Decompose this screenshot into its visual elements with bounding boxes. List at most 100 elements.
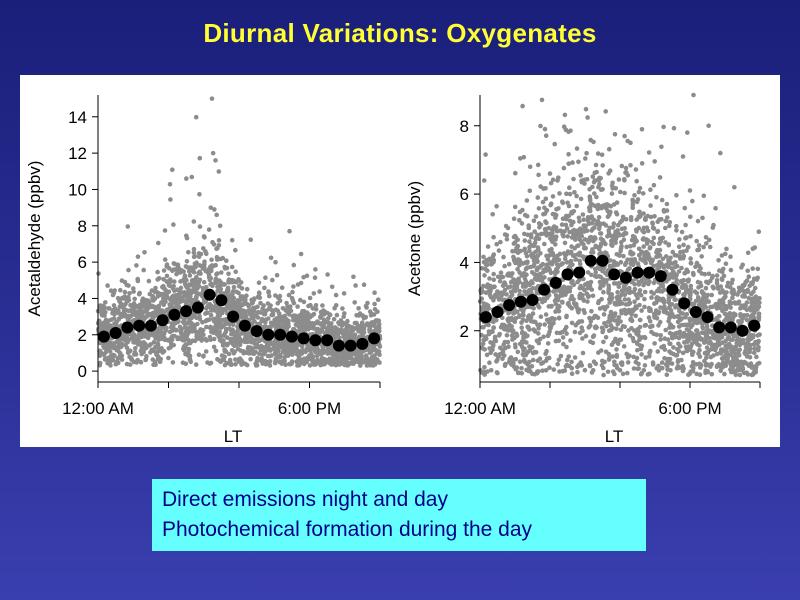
scatter-point <box>358 334 363 340</box>
scatter-point <box>197 317 203 322</box>
scatter-point <box>709 361 714 367</box>
scatter-point <box>320 303 325 308</box>
scatter-point <box>216 169 222 174</box>
scatter-point <box>517 217 522 223</box>
scatter-point <box>257 310 263 315</box>
scatter-point <box>674 277 679 283</box>
scatter-point <box>241 349 246 354</box>
scatter-point <box>565 234 570 239</box>
scatter-point <box>132 312 138 318</box>
scatter-point <box>562 112 568 118</box>
scatter-point <box>545 341 551 346</box>
scatter-point <box>325 272 330 277</box>
scatter-point <box>619 362 625 368</box>
scatter-point <box>715 286 721 291</box>
scatter-point <box>512 233 518 239</box>
scatter-point <box>642 296 647 302</box>
scatter-point <box>187 353 193 359</box>
scatter-point <box>191 246 197 252</box>
scatter-point <box>609 191 615 196</box>
scatter-point <box>631 243 637 248</box>
scatter-point <box>257 291 262 296</box>
scatter-point <box>335 354 340 360</box>
scatter-point <box>284 345 289 351</box>
scatter-point <box>567 304 572 309</box>
scatter-point <box>679 229 685 235</box>
scatter-point <box>258 347 263 353</box>
scatter-point <box>197 192 202 197</box>
scatter-point <box>550 194 556 199</box>
scatter-point <box>590 334 596 340</box>
scatter-point <box>624 351 629 357</box>
scatter-point <box>218 280 224 285</box>
scatter-point <box>178 279 183 284</box>
scatter-point <box>571 228 576 233</box>
scatter-point <box>216 238 222 243</box>
scatter-point <box>202 265 207 270</box>
mean-point <box>262 328 275 341</box>
scatter-point <box>479 286 484 292</box>
scatter-point <box>600 163 605 168</box>
scatter-point <box>228 295 233 300</box>
scatter-point <box>143 357 148 363</box>
scatter-point <box>647 354 652 359</box>
y-tick-label: 2 <box>78 326 87 345</box>
scatter-point <box>578 360 583 365</box>
scatter-point <box>616 177 622 182</box>
scatter-point <box>541 231 547 236</box>
scatter-point <box>308 302 313 308</box>
scatter-point <box>172 288 177 293</box>
scatter-point <box>171 222 176 227</box>
scatter-point <box>563 222 569 228</box>
slide-title: Diurnal Variations: Oxygenates <box>203 18 597 48</box>
scatter-point <box>584 291 590 296</box>
scatter-point <box>609 238 615 243</box>
scatter-point <box>203 318 208 324</box>
scatter-point <box>744 278 750 283</box>
scatter-point <box>216 243 222 248</box>
scatter-point <box>556 294 562 299</box>
scatter-point <box>115 360 121 366</box>
scatter-point <box>536 303 541 309</box>
scatter-point <box>347 360 353 366</box>
scatter-point <box>591 179 597 185</box>
scatter-point <box>579 178 584 183</box>
scatter-point <box>581 217 586 222</box>
scatter-point <box>296 362 302 368</box>
scatter-point <box>696 243 702 248</box>
scatter-point <box>585 299 590 304</box>
scatter-point <box>663 240 668 245</box>
y-tick-label: 14 <box>68 108 87 127</box>
scatter-point <box>222 307 227 313</box>
scatter-point <box>183 264 189 269</box>
scatter-point <box>751 350 757 356</box>
scatter-point <box>550 250 555 256</box>
scatter-point <box>538 314 544 319</box>
scatter-point <box>318 322 324 327</box>
scatter-point <box>237 342 243 348</box>
y-axis-title: Acetaldehyde (ppbv) <box>25 161 44 317</box>
scatter-point <box>663 254 669 259</box>
scatter-point <box>198 271 203 276</box>
scatter-point <box>674 253 680 258</box>
scatter-point <box>560 335 566 340</box>
scatter-point <box>553 297 559 302</box>
scatter-point <box>699 254 704 259</box>
scatter-point <box>745 268 750 274</box>
scatter-point <box>522 339 528 345</box>
scatter-point <box>541 334 546 340</box>
scatter-point <box>491 234 496 240</box>
scatter-point <box>239 358 244 363</box>
scatter-point <box>265 359 270 365</box>
scatter-point <box>324 326 330 331</box>
scatter-point <box>544 253 549 259</box>
scatter-point <box>663 327 668 333</box>
scatter-point <box>110 357 116 363</box>
scatter-point <box>168 197 173 202</box>
scatter-point <box>156 240 161 246</box>
scatter-point <box>690 198 695 204</box>
scatter-point <box>562 256 568 262</box>
scatter-point <box>708 304 713 310</box>
scatter-point <box>606 228 611 233</box>
scatter-point <box>180 319 186 325</box>
